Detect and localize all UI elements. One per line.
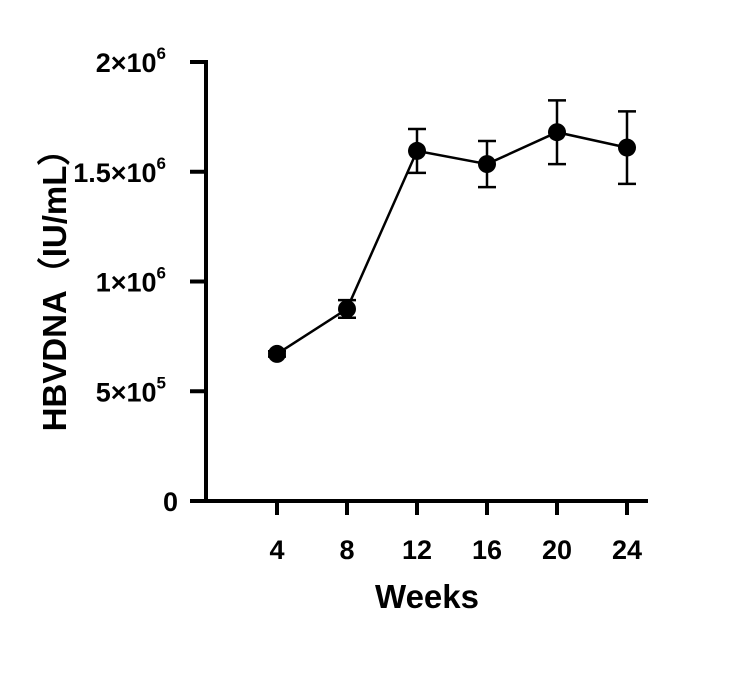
x-axis-title: Weeks: [375, 578, 479, 615]
data-point: [338, 299, 356, 318]
x-axis-ticks: 4 8 12 16 20 24: [269, 501, 642, 565]
x-tick-label: 20: [542, 535, 572, 565]
data-point: [268, 344, 286, 363]
y-tick-label: 2×106: [96, 44, 166, 78]
x-tick-label: 16: [472, 535, 502, 565]
x-tick-label: 12: [402, 535, 432, 565]
series-line: [276, 130, 628, 355]
data-point: [548, 123, 566, 142]
data-point: [408, 141, 426, 160]
axes: [204, 60, 648, 503]
y-tick-label: 5×105: [96, 373, 166, 407]
data-point: [618, 138, 636, 157]
x-tick-label: 8: [339, 535, 354, 565]
y-axis-ticks: 0 5×105 1×106 1.5×106 2×106: [73, 44, 206, 517]
data-point: [478, 155, 496, 174]
y-tick-label: 1.5×106: [73, 154, 166, 188]
x-tick-label: 24: [612, 535, 642, 565]
y-tick-label: 1×106: [96, 264, 166, 298]
data-series: [268, 99, 636, 363]
y-axis-title: HBVDNA（IU/mL）: [36, 133, 73, 432]
y-tick-label: 0: [163, 487, 178, 517]
x-tick-label: 4: [269, 535, 284, 565]
